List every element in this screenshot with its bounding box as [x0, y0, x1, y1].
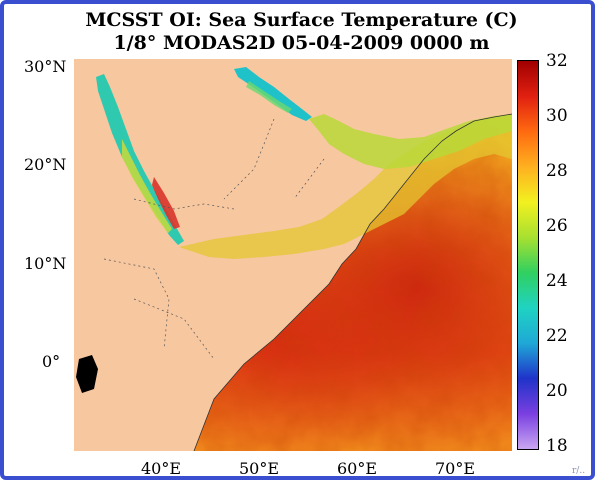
- colorbar-label-20: 20: [546, 381, 568, 401]
- lon-label-50e: 50°E: [238, 459, 280, 478]
- lake-victoria: [76, 355, 98, 393]
- lat-label-30n: 30°N: [24, 57, 67, 76]
- lat-label-10n: 10°N: [24, 254, 67, 273]
- colorbar-label-28: 28: [546, 161, 568, 181]
- colorbar-label-18: 18: [546, 436, 568, 456]
- colorbar-label-22: 22: [546, 326, 568, 346]
- country-borders: [103, 118, 325, 360]
- persian-gulf: [234, 67, 312, 121]
- sst-map: [74, 59, 512, 451]
- lon-label-60e: 60°E: [336, 459, 378, 478]
- lon-label-70e: 70°E: [434, 459, 476, 478]
- colorbar-label-26: 26: [546, 216, 568, 236]
- lon-label-40e: 40°E: [140, 459, 182, 478]
- coastline: [193, 113, 512, 451]
- red-sea: [96, 74, 184, 245]
- colorbar-label-24: 24: [546, 271, 568, 291]
- sst-map-panel: [74, 59, 512, 451]
- map-title-line-2: 1/8° MODAS2D 05-04-2009 0000 m: [113, 32, 490, 54]
- colorbar-label-30: 30: [546, 106, 568, 126]
- map-title-line-1: MCSST OI: Sea Surface Temperature (C): [85, 9, 518, 31]
- colorbar-label-32: 32: [546, 51, 568, 71]
- lat-label-20n: 20°N: [24, 155, 67, 174]
- temperature-colorbar: [517, 60, 539, 450]
- corner-mark: r/..: [572, 466, 586, 476]
- lat-label-0: 0°: [42, 352, 61, 371]
